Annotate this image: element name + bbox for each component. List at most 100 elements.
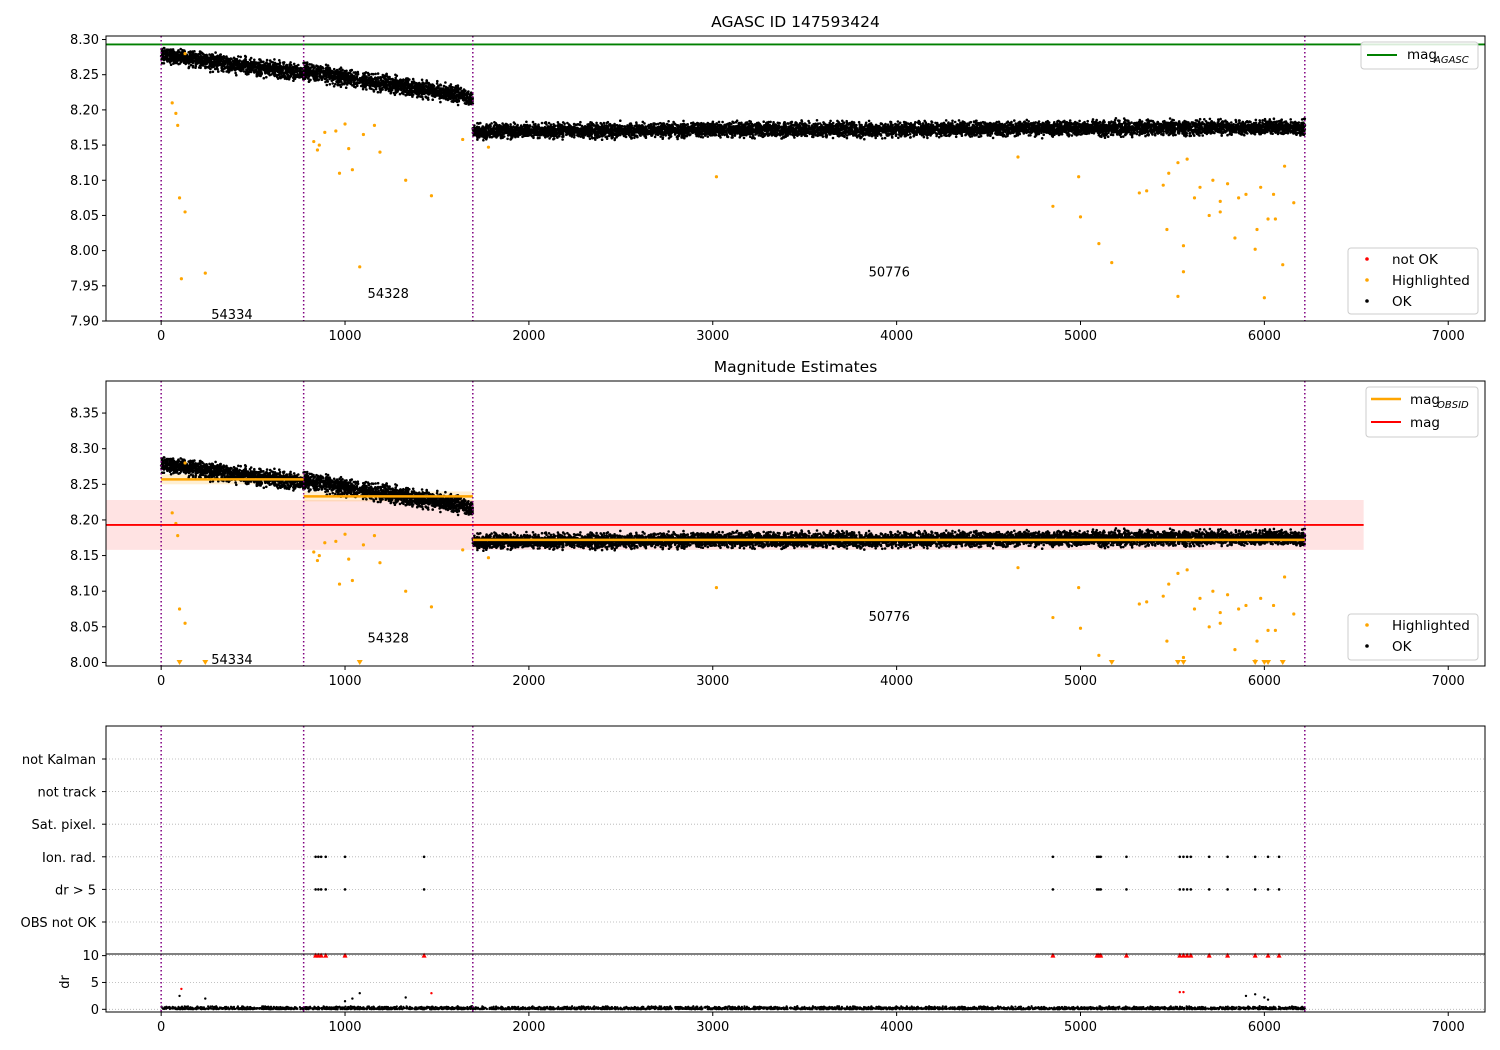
- ok-point: [276, 66, 280, 69]
- ok-point: [316, 66, 319, 69]
- ok-point: [374, 72, 377, 76]
- ok-point: [184, 62, 187, 66]
- ok-point: [439, 84, 443, 87]
- ok-point: [450, 90, 454, 93]
- ok-point: [204, 59, 208, 63]
- ok-point: [378, 76, 382, 79]
- ok-point: [289, 69, 293, 72]
- ok-point: [209, 55, 213, 58]
- ok-point: [312, 77, 316, 81]
- ok-point: [467, 102, 470, 105]
- ok-point: [278, 61, 282, 64]
- ok-point: [427, 92, 431, 96]
- ok-point: [328, 83, 332, 86]
- ok-point: [208, 63, 212, 67]
- ok-point: [264, 65, 267, 68]
- ok-point: [273, 58, 276, 61]
- ok-point: [270, 66, 273, 69]
- ok-point: [299, 75, 302, 79]
- ok-point: [363, 83, 367, 86]
- ok-point: [468, 93, 472, 97]
- ok-point: [217, 70, 220, 73]
- ok-point: [442, 89, 446, 92]
- ok-point: [357, 81, 361, 85]
- ok-point: [217, 62, 221, 66]
- ok-point: [422, 88, 426, 92]
- ok-point: [525, 120, 528, 124]
- ok-point: [363, 71, 367, 75]
- ok-point: [292, 62, 296, 66]
- ok-point: [194, 62, 198, 66]
- ok-point: [424, 95, 428, 99]
- ok-point: [222, 64, 226, 67]
- ok-point: [479, 121, 482, 125]
- ok-point: [397, 80, 401, 83]
- ok-point: [233, 57, 237, 61]
- ok-point: [172, 51, 176, 55]
- ok-point: [235, 73, 238, 77]
- ok-point: [392, 79, 396, 82]
- ok-point: [389, 91, 393, 95]
- ok-point: [455, 86, 459, 89]
- ok-point: [254, 68, 257, 72]
- ok-point: [209, 67, 212, 71]
- ok-point: [395, 74, 399, 78]
- ok-point: [171, 58, 174, 62]
- ok-point: [312, 64, 315, 67]
- ok-point: [444, 96, 447, 99]
- ok-point: [1091, 118, 1095, 121]
- ok-point: [412, 86, 415, 89]
- ok-point: [179, 60, 183, 64]
- ok-point: [205, 65, 209, 69]
- ok-point: [948, 133, 952, 136]
- ok-point: [261, 64, 265, 67]
- ok-point: [422, 82, 426, 86]
- ok-point: [331, 76, 335, 80]
- ok-point: [432, 94, 436, 98]
- ok-point: [449, 83, 453, 86]
- ok-point: [432, 84, 435, 87]
- ok-point: [308, 63, 312, 66]
- ok-point: [376, 77, 379, 80]
- ok-point: [197, 56, 201, 59]
- ok-point: [372, 88, 375, 92]
- ok-point: [235, 60, 239, 63]
- ok-point: [426, 85, 430, 89]
- ok-point: [332, 67, 336, 71]
- ok-point: [954, 135, 958, 139]
- ok-point: [461, 92, 464, 95]
- ok-point: [1191, 132, 1195, 135]
- ok-point: [229, 67, 232, 70]
- ok-point: [315, 78, 319, 81]
- ok-point: [223, 60, 226, 64]
- ok-point: [440, 91, 444, 95]
- ok-point: [311, 70, 315, 73]
- ok-point: [437, 90, 440, 93]
- ok-point: [189, 53, 192, 57]
- ok-point: [288, 76, 292, 79]
- ok-point: [379, 89, 383, 93]
- ok-point: [360, 76, 364, 80]
- ok-point: [414, 90, 418, 94]
- ok-point: [352, 81, 356, 84]
- ok-point: [339, 66, 343, 69]
- ok-point: [392, 82, 395, 86]
- ok-point: [348, 78, 352, 82]
- ok-point: [368, 73, 371, 76]
- ok-point: [320, 78, 324, 81]
- ok-point: [443, 92, 447, 96]
- ok-point: [256, 64, 260, 67]
- ok-point: [165, 51, 169, 54]
- ok-point: [285, 77, 289, 81]
- ok-point: [331, 82, 335, 85]
- ok-point: [237, 55, 240, 58]
- ok-point: [278, 59, 281, 62]
- ok-point: [418, 95, 422, 98]
- ok-point: [370, 72, 374, 76]
- ok-point: [427, 98, 430, 101]
- ok-point: [194, 66, 197, 69]
- ok-point: [367, 77, 371, 80]
- ok-point: [345, 74, 349, 78]
- ok-point: [420, 78, 424, 82]
- ok-point: [376, 90, 380, 94]
